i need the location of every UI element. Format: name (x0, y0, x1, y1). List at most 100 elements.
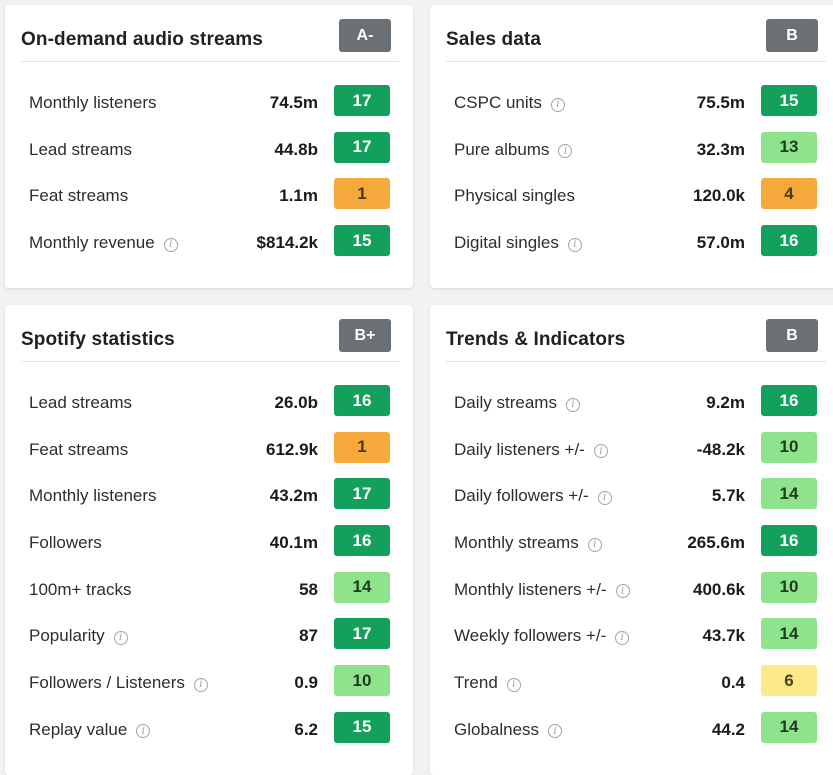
metric-row: Feat streams 612.9k 1 (29, 431, 390, 479)
metric-label-text: Lead streams (29, 393, 132, 412)
card-on-demand-audio-streams: On-demand audio streams A- Monthly liste… (5, 5, 413, 288)
metric-row: Monthly listeners +/- i 400.6k 10 (454, 571, 817, 619)
info-icon[interactable]: i (550, 97, 565, 112)
score-badge: 10 (761, 431, 817, 463)
metric-label-text: 100m+ tracks (29, 579, 132, 599)
metric-value: 87 (299, 626, 318, 646)
card-spotify-statistics: Spotify statistics B+ Lead streams 26.0b 1… (5, 305, 413, 775)
grade-badge: B+ (339, 319, 391, 352)
metric-label: Physical singles (454, 186, 575, 206)
metric-row: Followers 40.1m 16 (29, 525, 390, 572)
score-badge: 14 (761, 711, 817, 743)
metric-label-text: Globalness (454, 719, 540, 739)
metric-value: 0.9 (294, 673, 318, 693)
score-badge: 17 (334, 478, 390, 510)
info-icon[interactable]: i (615, 584, 630, 599)
metric-label-text: Monthly streams (454, 533, 579, 553)
info-icon[interactable]: i (136, 724, 151, 739)
metric-value: 9.2m (706, 393, 745, 412)
metric-label-text: Monthly listeners (29, 486, 157, 506)
metric-label-text: Daily streams (454, 393, 557, 412)
metric-value: 43.2m (269, 486, 318, 506)
metric-value: 40.1m (269, 533, 318, 553)
score-badge: 6 (761, 665, 817, 697)
metric-label: Monthly streams i (454, 533, 602, 553)
metric-value: 5.7k (711, 486, 745, 506)
metric-label: Lead streams (29, 393, 132, 413)
card-title: Spotify statistics (21, 329, 175, 350)
metric-label-text: Followers / Listeners (29, 673, 185, 693)
info-icon[interactable]: i (163, 237, 178, 252)
metric-value: 44.2 (711, 719, 745, 739)
metric-row: Monthly streams i 265.6m 16 (454, 525, 817, 572)
grade-badge: B (766, 19, 818, 52)
metric-label-text: Popularity (29, 626, 105, 646)
metric-row: Feat streams 1.1m 1 (29, 178, 390, 225)
info-icon[interactable]: i (565, 397, 580, 412)
score-badge: 10 (334, 665, 390, 697)
score-badge: 17 (334, 618, 390, 650)
score-badge: 14 (334, 571, 390, 603)
metric-label: Pure albums i (454, 140, 573, 160)
card-sales-data: Sales data B CSPC units i 75.5m 15 Pure albu… (430, 5, 833, 288)
metric-list: Lead streams 26.0b 16 Feat streams 612.9k 1 Mo… (29, 385, 390, 759)
info-icon[interactable]: i (193, 677, 208, 692)
info-icon[interactable]: i (567, 237, 582, 252)
metric-label: Monthly listeners +/- i (454, 580, 630, 600)
metric-label: Trend i (454, 673, 521, 693)
metric-label: Weekly followers +/- i (454, 626, 630, 646)
metric-value: 32.3m (696, 139, 745, 159)
metric-label: Followers (29, 533, 102, 553)
info-icon[interactable]: i (558, 144, 573, 159)
metric-label: Daily followers +/- i (454, 486, 612, 506)
info-icon[interactable]: i (597, 490, 612, 505)
metric-value: $814.2k (256, 233, 318, 253)
metric-label-text: Feat streams (29, 186, 129, 206)
grade-badge: B (766, 319, 818, 352)
info-icon[interactable]: i (506, 677, 521, 692)
metric-label: Feat streams (29, 440, 128, 460)
metric-label-text: Monthly listeners (29, 93, 157, 112)
metric-label-text: Physical singles (454, 186, 575, 206)
metric-label: Monthly listeners (29, 93, 157, 113)
info-icon[interactable]: i (615, 630, 630, 645)
info-icon[interactable]: i (587, 537, 602, 552)
metric-row: Followers / Listeners i 0.9 10 (29, 665, 390, 712)
card-trends-indicators: Trends & Indicators B Daily streams i 9.2m… (430, 305, 833, 775)
metric-row: 100m+ tracks 58 14 (29, 571, 390, 619)
score-badge: 13 (761, 131, 817, 163)
card-header: On-demand audio streams A- (21, 19, 399, 62)
score-badge: 17 (334, 85, 390, 116)
metric-label: Daily streams i (454, 393, 580, 413)
score-badge: 15 (334, 225, 390, 257)
metric-value: 74.5m (269, 93, 318, 112)
score-badge: 15 (334, 711, 390, 743)
metric-label-text: Digital singles (454, 233, 559, 253)
metric-row: Monthly revenue i $814.2k 15 (29, 225, 390, 272)
metric-label-text: Followers (29, 533, 102, 553)
metric-row: Popularity i 87 17 (29, 618, 390, 665)
info-icon[interactable]: i (113, 630, 128, 645)
metric-label: Globalness i (454, 719, 563, 740)
score-badge: 16 (761, 385, 817, 416)
metric-row: Daily followers +/- i 5.7k 14 (454, 478, 817, 525)
card-header: Sales data B (446, 19, 826, 62)
metric-label: Monthly revenue i (29, 233, 178, 253)
metric-label-text: Trend (454, 673, 498, 693)
metric-value: 26.0b (274, 393, 318, 412)
metric-row: Replay value i 6.2 15 (29, 711, 390, 759)
score-badge: 14 (761, 478, 817, 510)
metric-row: Daily streams i 9.2m 16 (454, 385, 817, 432)
card-title: Trends & Indicators (446, 329, 626, 350)
metric-label: Lead streams (29, 140, 132, 160)
metric-list: CSPC units i 75.5m 15 Pure albums i 32.3m 13 Phy… (454, 85, 817, 272)
metric-label: CSPC units i (454, 93, 565, 113)
score-badge: 10 (761, 571, 817, 603)
metric-row: Digital singles i 57.0m 16 (454, 225, 817, 272)
metric-list: Monthly listeners 74.5m 17 Lead streams 44.8… (29, 85, 390, 272)
metric-value: 43.7k (702, 626, 745, 646)
score-badge: 14 (761, 618, 817, 650)
info-icon[interactable]: i (548, 724, 563, 739)
info-icon[interactable]: i (593, 444, 608, 459)
metric-label: Popularity i (29, 626, 128, 646)
